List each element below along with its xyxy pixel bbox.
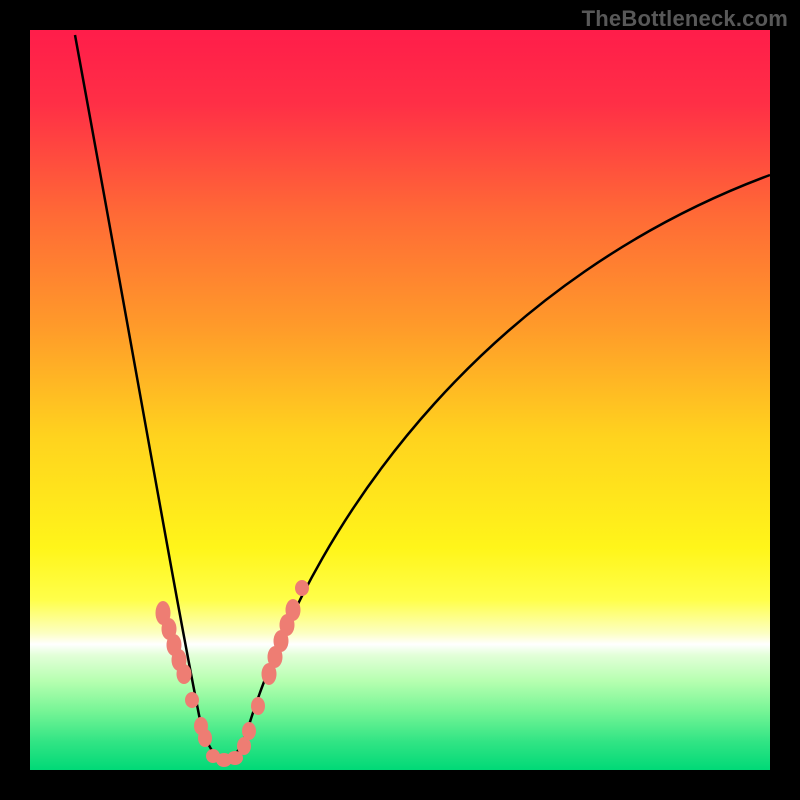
data-point: [242, 722, 256, 740]
data-point: [198, 729, 212, 747]
data-point: [185, 692, 199, 708]
chart-canvas: TheBottleneck.com: [0, 0, 800, 800]
data-point: [286, 599, 301, 621]
data-point: [251, 697, 265, 715]
data-point: [177, 664, 192, 684]
watermark-text: TheBottleneck.com: [582, 6, 788, 32]
data-point: [295, 580, 309, 596]
chart-svg: [0, 0, 800, 800]
